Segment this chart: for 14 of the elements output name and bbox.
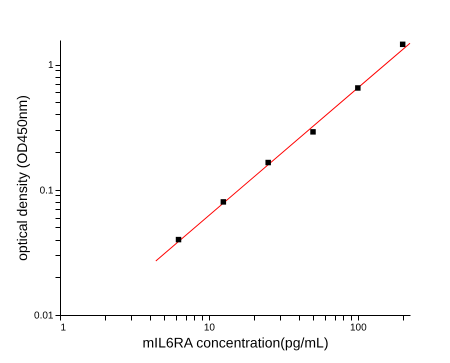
x-tick-label: 10 xyxy=(204,322,216,334)
x-tick-label: 1 xyxy=(60,322,66,334)
x-tick-label: 100 xyxy=(350,322,368,334)
x-axis-title: mIL6RA concentration(pg/mL) xyxy=(142,334,328,350)
point xyxy=(220,199,226,205)
point xyxy=(310,129,316,135)
point xyxy=(176,236,182,242)
y-axis-title: optical density (OD450nm) xyxy=(14,95,30,261)
point xyxy=(400,42,406,48)
point xyxy=(265,160,271,166)
point xyxy=(355,85,361,91)
y-tick-label: 0.1 xyxy=(40,185,54,196)
y-tick-label: 1 xyxy=(48,60,54,72)
y-tick-label: 0.01 xyxy=(34,310,54,322)
